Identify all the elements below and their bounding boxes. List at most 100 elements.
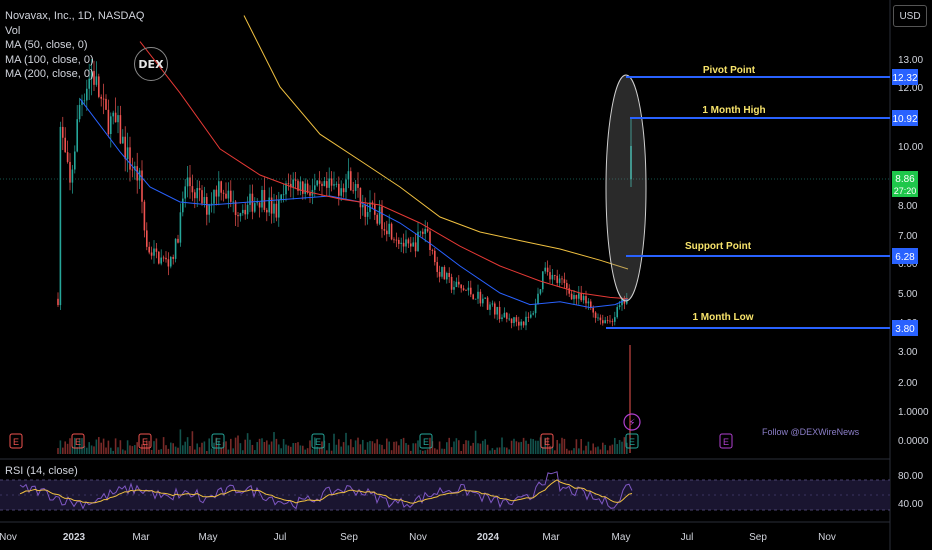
dex-logo: DEX	[134, 47, 168, 81]
rsi-legend[interactable]: RSI (14, close)	[5, 465, 78, 477]
x-tick-label: Sep	[749, 532, 767, 543]
volume-bar	[359, 444, 362, 454]
candle-body	[251, 193, 254, 212]
symbol-title[interactable]: Novavax, Inc., 1D, NASDAQ	[5, 10, 145, 22]
volume-bar	[177, 447, 179, 454]
volume-bar	[374, 443, 376, 454]
volume-bar	[554, 450, 556, 454]
level-price-text: 10.92	[892, 114, 917, 125]
candle-body	[426, 228, 429, 232]
candle-body	[542, 271, 544, 290]
volume-bar	[155, 438, 158, 454]
volume-bar	[578, 448, 580, 454]
y-tick-label: 0.0000	[898, 436, 929, 447]
candle-body	[66, 152, 69, 162]
lightning-icon	[623, 413, 641, 431]
volume-bar	[364, 449, 366, 454]
candle-body	[314, 185, 316, 190]
candle-body	[366, 212, 369, 217]
volume-bar	[402, 437, 405, 454]
volume-bar	[614, 437, 616, 454]
volume-bar	[582, 450, 585, 454]
x-tick-label: Jul	[681, 532, 694, 543]
volume-bar	[198, 447, 201, 454]
volume-bar	[604, 444, 606, 454]
candle-body	[496, 306, 498, 315]
candle-body	[448, 272, 450, 277]
volume-bar	[160, 449, 162, 454]
y-tick-label: 8.00	[898, 201, 918, 212]
volume-bar	[237, 435, 239, 454]
candle-body	[285, 183, 287, 195]
volume-bar	[549, 445, 551, 454]
candle-body	[105, 98, 107, 110]
volume-bar	[527, 443, 530, 454]
volume-bar	[381, 444, 383, 454]
candle-body	[424, 228, 426, 234]
volume-bar	[196, 443, 198, 454]
candle-body	[491, 303, 494, 305]
candle-body	[563, 279, 566, 284]
legend-vol[interactable]: Vol	[5, 24, 21, 37]
candle-body	[59, 126, 62, 306]
candle-body	[206, 197, 208, 215]
legend-ma200[interactable]: MA (200, close, 0)	[5, 68, 94, 80]
candle-body	[141, 170, 143, 202]
candle-body	[98, 76, 100, 97]
volume-bar	[474, 430, 477, 454]
volume-bar	[498, 447, 501, 454]
candle-body	[258, 202, 261, 208]
volume-bar	[220, 447, 222, 454]
y-tick-label: 3.00	[898, 347, 918, 358]
volume-bar	[102, 438, 105, 454]
candle-body	[405, 239, 407, 247]
candle-body	[186, 177, 189, 187]
candle-body	[527, 316, 530, 318]
volume-bar	[352, 447, 354, 454]
candle-body	[450, 276, 453, 290]
volume-bar	[304, 449, 306, 454]
candle-body	[112, 112, 114, 117]
volume-bar	[93, 446, 95, 454]
candle-body	[328, 178, 330, 188]
volume-bar	[477, 443, 479, 454]
candle-body	[630, 146, 632, 180]
volume-bar	[297, 442, 299, 454]
x-tick-label: Mar	[132, 532, 150, 543]
volume-bar	[280, 448, 282, 454]
x-tick-label: Nov	[409, 532, 427, 543]
candle-body	[71, 169, 74, 183]
candle-body	[498, 306, 501, 320]
volume-bar	[520, 441, 522, 454]
volume-bar	[342, 442, 345, 454]
candle-body	[525, 316, 527, 326]
volume-bar	[570, 450, 573, 454]
volume-bar	[261, 438, 263, 454]
candle-body	[90, 71, 93, 79]
candle-body	[395, 239, 398, 241]
volume-bar	[393, 441, 395, 454]
volume-bar	[460, 450, 462, 454]
currency-button[interactable]: USD	[893, 5, 927, 27]
volume-bar	[616, 444, 618, 454]
candle-body	[393, 239, 395, 241]
candle-body	[510, 318, 513, 324]
volume-bar	[266, 440, 268, 454]
volume-bar	[366, 442, 369, 454]
level-price-badge	[892, 110, 918, 126]
ma100-line	[139, 41, 629, 300]
y-tick-label: 13.00	[898, 55, 923, 66]
volume-bar	[268, 444, 270, 454]
legend-ma100[interactable]: MA (100, close, 0)	[5, 53, 94, 66]
candle-body	[376, 214, 378, 224]
rsi-band	[0, 479, 890, 511]
volume-bar	[414, 443, 417, 454]
legend-ma50[interactable]: MA (50, close, 0)	[5, 39, 88, 51]
candle-body	[530, 314, 532, 318]
candle-body	[172, 256, 174, 259]
candle-body	[582, 296, 585, 301]
volume-bar	[506, 447, 508, 454]
volume-bar	[455, 438, 458, 454]
